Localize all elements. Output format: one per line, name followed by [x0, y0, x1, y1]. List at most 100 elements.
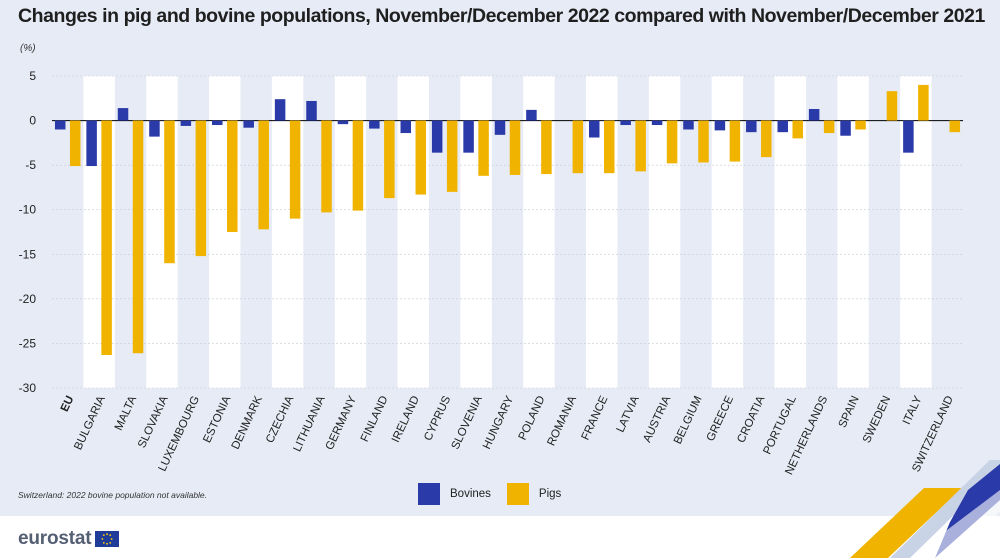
y-tick-label: -25: [19, 336, 37, 350]
bar-pigs-luxembourg: [195, 120, 207, 257]
y-tick-label: -5: [25, 158, 36, 172]
bar-pigs-malta: [132, 120, 144, 354]
x-tick-label-czechia: CZECHIA: [264, 394, 296, 445]
bar-pigs-croatia: [761, 120, 772, 158]
x-tick-label-finland: FINLAND: [359, 394, 391, 444]
x-tick-label-latvia: LATVIA: [615, 394, 642, 435]
bar-pigs-portugal: [792, 120, 803, 139]
decorative-corner-graphic: [850, 460, 1000, 558]
chart-legend: Bovines Pigs: [418, 482, 561, 506]
bar-pigs-greece: [729, 120, 741, 162]
bar-pigs-eu: [69, 120, 81, 167]
eurostat-logo: eurostat: [18, 528, 120, 550]
bar-pigs-italy: [918, 84, 929, 121]
bar-bovines-estonia: [212, 120, 223, 126]
y-tick-label: 5: [29, 69, 36, 83]
bar-bovines-cyprus: [431, 120, 443, 153]
bar-bovines-ireland: [400, 120, 412, 134]
x-tick-label-eu: EU: [59, 394, 77, 414]
bar-pigs-poland: [541, 120, 552, 175]
bar-bovines-hungary: [494, 120, 506, 135]
x-tick-label-ireland: IRELAND: [390, 394, 422, 444]
bar-pigs-france: [603, 120, 615, 174]
y-axis-unit-label: (%): [20, 43, 36, 54]
bar-bovines-france: [588, 120, 600, 138]
legend-label-pigs: Pigs: [538, 488, 562, 500]
bar-pigs-lithuania: [321, 120, 332, 213]
bar-pigs-belgium: [698, 120, 709, 163]
x-tick-label-portugal: PORTUGAL: [761, 394, 799, 457]
x-tick-label-cyprus: CYPRUS: [422, 394, 453, 443]
bar-pigs-slovakia: [164, 120, 175, 264]
bar-bovines-eu: [54, 120, 66, 130]
x-tick-label-germany: GERMANY: [324, 394, 360, 452]
eu-flag-icon: [95, 531, 120, 547]
bar-bovines-italy: [903, 120, 914, 153]
bar-bovines-bulgaria: [86, 120, 97, 167]
x-tick-label-hungary: HUNGARY: [481, 394, 516, 451]
legend-swatch-pigs: [506, 483, 529, 505]
x-tick-label-croatia: CROATIA: [735, 394, 767, 445]
bar-pigs-romania: [572, 120, 584, 174]
x-tick-label-bulgaria: BULGARIA: [72, 394, 108, 452]
x-tick-label-spain: SPAIN: [837, 394, 862, 430]
x-tick-label-slovenia: SLOVENIA: [450, 394, 485, 452]
x-tick-label-greece: GREECE: [705, 394, 737, 443]
bar-pigs-finland: [384, 120, 395, 199]
bar-pigs-ireland: [415, 120, 427, 195]
x-tick-label-slovakia: SLOVAKIA: [136, 394, 171, 450]
logo-text: eurostat: [18, 528, 92, 549]
chart-title: Changes in pig and bovine populations, N…: [18, 5, 985, 27]
y-tick-label: -30: [19, 381, 37, 395]
bar-bovines-netherlands: [808, 108, 820, 121]
bar-bovines-portugal: [777, 120, 788, 133]
x-tick-label-malta: MALTA: [113, 394, 139, 433]
bar-bovines-malta: [117, 108, 129, 121]
x-tick-label-austria: AUSTRIA: [641, 394, 673, 445]
x-tick-label-belgium: BELGIUM: [672, 394, 705, 446]
bar-bovines-poland: [526, 109, 537, 121]
legend-swatch-bovines: [418, 483, 440, 505]
bar-bovines-lithuania: [306, 100, 317, 121]
bar-bovines-belgium: [683, 120, 694, 130]
bar-bovines-germany: [337, 120, 349, 125]
bar-bovines-czechia: [274, 99, 286, 121]
bar-bovines-denmark: [243, 120, 254, 128]
footnote: Switzerland: 2022 bovine population not …: [18, 490, 208, 500]
bar-pigs-austria: [666, 120, 678, 164]
bar-bovines-slovakia: [149, 120, 160, 137]
bar-bovines-slovenia: [463, 120, 474, 153]
legend-item-pigs: Pigs: [506, 483, 562, 505]
x-tick-label-poland: POLAND: [517, 394, 548, 442]
x-tick-label-romania: ROMANIA: [545, 394, 579, 448]
bar-pigs-germany: [352, 120, 364, 211]
bar-pigs-switzerland: [949, 120, 961, 133]
x-tick-label-lithuania: LITHUANIA: [291, 394, 327, 454]
bar-bovines-austria: [651, 120, 663, 126]
bar-pigs-spain: [855, 120, 866, 130]
x-tick-label-italy: ITALY: [901, 394, 925, 427]
bar-bovines-finland: [369, 120, 380, 129]
x-tick-label-france: FRANCE: [580, 394, 611, 442]
bar-bovines-latvia: [620, 120, 631, 126]
x-tick-label-denmark: DENMARK: [230, 394, 265, 451]
bar-bovines-greece: [714, 120, 726, 131]
bar-pigs-sweden: [886, 91, 898, 121]
bar-pigs-denmark: [258, 120, 269, 230]
bar-pigs-slovenia: [478, 120, 489, 176]
y-tick-label: 0: [29, 114, 36, 128]
y-tick-label: -10: [19, 203, 37, 217]
bar-pigs-estonia: [227, 120, 238, 232]
legend-item-bovines: Bovines: [418, 483, 491, 505]
y-tick-label: -20: [19, 292, 37, 306]
bar-pigs-netherlands: [823, 120, 835, 134]
bar-bovines-spain: [840, 120, 851, 136]
bar-pigs-hungary: [509, 120, 521, 175]
bar-pigs-latvia: [635, 120, 646, 172]
bar-pigs-cyprus: [446, 120, 458, 192]
legend-label-bovines: Bovines: [450, 488, 491, 500]
bar-bovines-luxembourg: [180, 120, 192, 126]
bar-pigs-bulgaria: [101, 120, 112, 356]
bar-pigs-czechia: [289, 120, 301, 219]
